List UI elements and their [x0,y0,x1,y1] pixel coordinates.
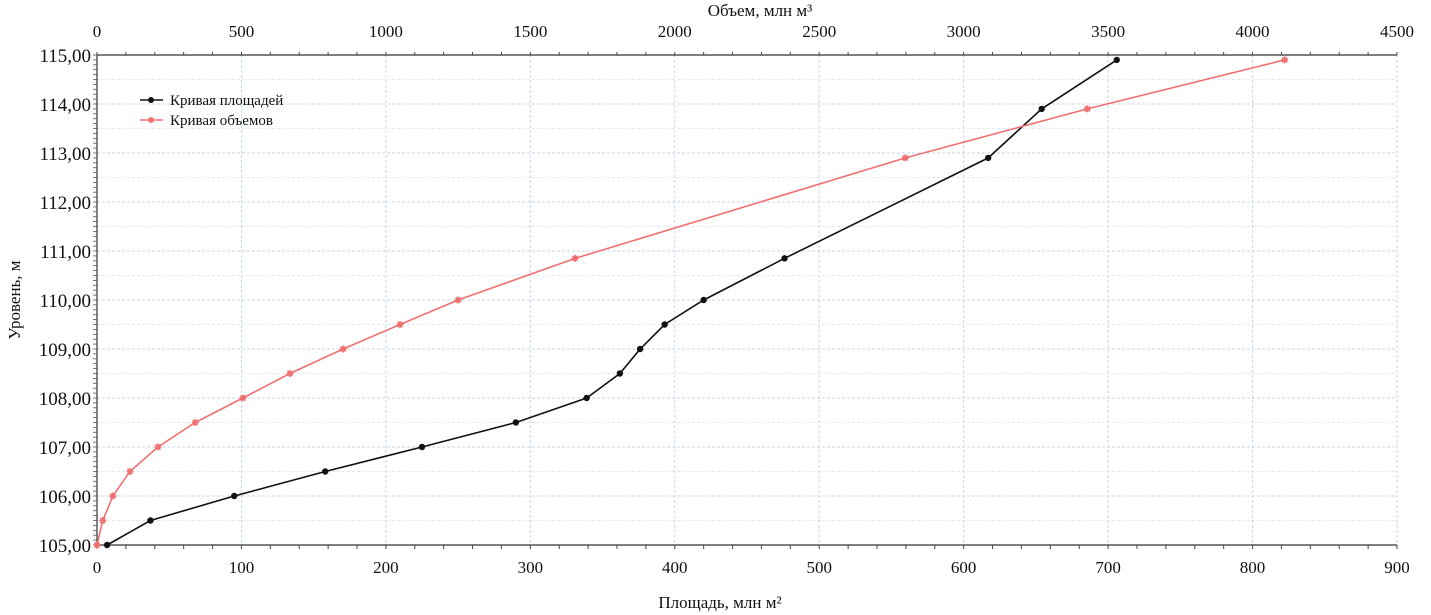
data-point [99,517,107,524]
data-point [1083,105,1091,113]
data-point [1038,105,1045,113]
data-point [154,443,162,451]
y-tick-label: 108,00 [39,389,91,410]
data-point [616,370,624,377]
x-top-tick-label: 1500 [513,22,547,41]
data-point [661,321,668,328]
y-tick-label: 109,00 [39,340,91,361]
data-point [781,255,788,262]
x-top-tick-label: 1000 [369,22,403,41]
legend-marker [148,117,154,123]
data-point [985,154,992,162]
series-line [96,59,1285,546]
series-area [103,56,1120,549]
y-tick-label: 111,00 [40,242,91,263]
x-top-tick-label: 3000 [947,22,981,41]
x-axis-bottom-title: Площадь, млн м² [658,593,781,612]
legend: Кривая площадей Кривая объемов [140,93,283,129]
grid [96,54,1398,546]
data-point [103,541,111,549]
y-tick-label: 105,00 [39,536,91,557]
x-axis-top-title: Объем, млн м³ [708,1,813,20]
x-top-tick-label: 2000 [658,22,692,41]
x-top-tick-label: 0 [93,22,102,41]
data-point [239,394,247,402]
series-line [106,59,1118,546]
data-point [901,154,909,162]
x-bottom-tick-label: 400 [662,558,688,577]
x-bottom-tick-label: 100 [229,558,255,577]
axes: 105,00 106,00 107,00 108,00 109,00 110,00 111,… [39,22,1414,577]
data-point [1281,56,1289,64]
legend-marker [148,97,154,103]
x-bottom-tick-label: 200 [373,558,399,577]
data-point [322,468,329,475]
x-bottom-tick-label: 800 [1240,558,1266,577]
y-tick-label: 107,00 [39,438,91,459]
y-tick-label: 114,00 [39,95,91,116]
data-point [93,541,101,549]
x-bottom-tick-label: 700 [1095,558,1121,577]
data-point [109,492,117,500]
x-bottom-tick-label: 0 [93,558,102,577]
data-point [636,345,644,353]
data-point [454,296,462,304]
y-axis-title: Уровень, м [5,260,24,339]
series-volume [93,56,1289,549]
data-point [231,492,238,500]
data-point [286,370,294,377]
x-top-tick-label: 4500 [1380,22,1414,41]
data-point [1113,56,1120,64]
data-point [512,419,520,426]
data-point [583,394,590,402]
x-bottom-tick-label: 900 [1384,558,1410,577]
data-point [191,419,199,426]
x-top-tick-label: 4000 [1236,22,1270,41]
x-bottom-tick-label: 500 [806,558,832,577]
y-tick-label: 113,00 [39,144,91,165]
x-top-tick-label: 3500 [1091,22,1125,41]
legend-label: Кривая объемов [170,113,273,129]
data-point [339,345,347,353]
legend-label: Кривая площадей [170,93,283,109]
data-point [396,321,404,328]
y-tick-label: 115,00 [39,46,91,67]
data-point [418,443,426,451]
data-point [126,468,134,475]
x-top-tick-label: 500 [229,22,255,41]
data-point [700,296,707,304]
y-tick-label: 106,00 [39,487,91,508]
series [93,56,1289,549]
data-point [147,517,154,524]
data-point [571,254,579,262]
x-bottom-tick-label: 300 [518,558,544,577]
y-tick-label: 110,00 [39,291,91,312]
y-tick-label: 112,00 [39,193,91,214]
x-bottom-tick-label: 600 [951,558,977,577]
x-top-tick-label: 2500 [802,22,836,41]
